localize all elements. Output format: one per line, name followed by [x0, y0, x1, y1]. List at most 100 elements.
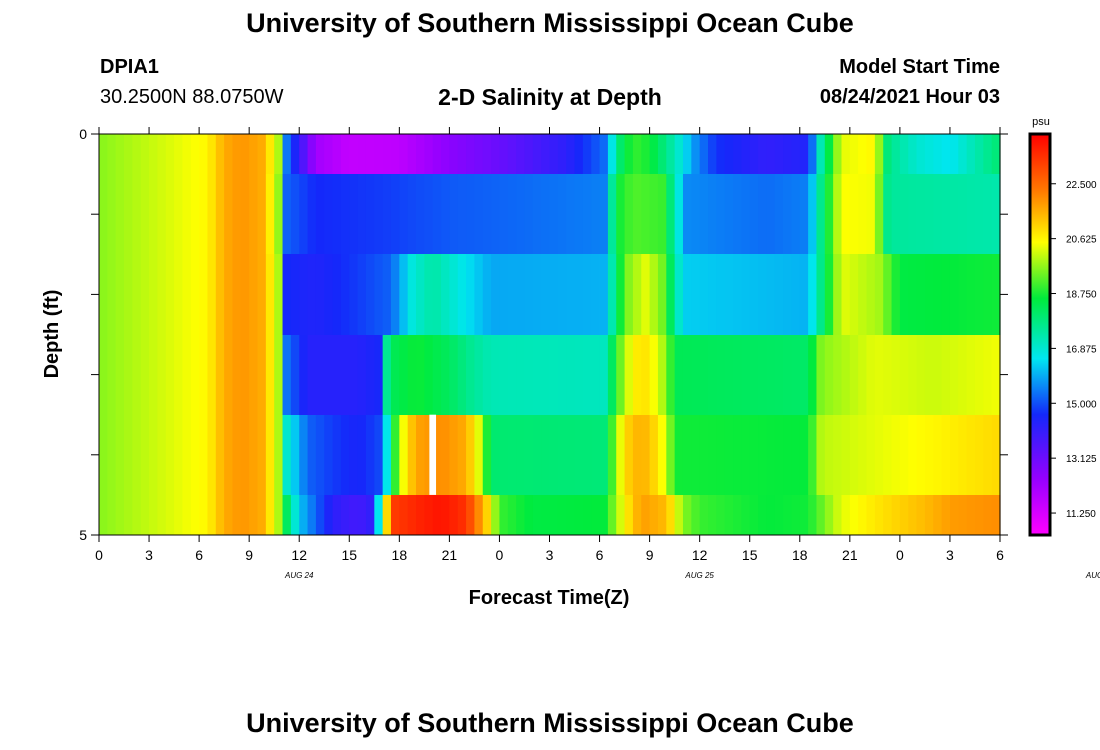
- heatmap-cell: [474, 254, 484, 335]
- heatmap-cell: [791, 495, 801, 535]
- heatmap-cell: [991, 335, 1001, 415]
- heatmap-cell: [991, 174, 1001, 254]
- heatmap-cell: [933, 134, 943, 174]
- heatmap-cell: [482, 495, 492, 535]
- heatmap-cell: [516, 335, 526, 415]
- heatmap-cell: [157, 254, 167, 335]
- heatmap-cell: [916, 415, 926, 495]
- colorbar-tick-label: 11.250: [1066, 509, 1096, 520]
- heatmap-cell: [966, 415, 976, 495]
- heatmap-cell: [424, 254, 434, 335]
- heatmap-cell: [499, 495, 509, 535]
- heatmap-cell: [140, 415, 150, 495]
- heatmap-cell: [182, 495, 192, 535]
- heatmap-cell: [708, 254, 717, 335]
- heatmap-cell: [816, 415, 826, 495]
- heatmap-cell: [174, 174, 184, 254]
- heatmap-cell: [724, 134, 734, 174]
- heatmap-cell: [474, 335, 484, 415]
- heatmap-cell: [708, 495, 717, 535]
- heatmap-cell: [799, 174, 809, 254]
- heatmap-cell: [557, 415, 567, 495]
- heatmap-cell: [491, 415, 501, 495]
- date-label: AUG 24: [284, 571, 314, 580]
- heatmap-cell: [324, 495, 334, 535]
- heatmap-cell: [290, 495, 300, 535]
- station-id: DPIA1: [100, 56, 159, 78]
- heatmap-cell: [115, 335, 125, 415]
- heatmap-cell: [783, 335, 793, 415]
- heatmap-cell: [457, 495, 467, 535]
- heatmap-cell: [390, 335, 400, 415]
- heatmap-cell: [741, 254, 751, 335]
- heatmap-cell: [874, 335, 884, 415]
- heatmap-cell: [682, 134, 692, 174]
- heatmap-cell: [491, 254, 501, 335]
- heatmap-cell: [365, 335, 375, 415]
- heatmap-cell: [449, 174, 459, 254]
- heatmap-cell: [374, 495, 384, 535]
- heatmap-cell: [457, 174, 467, 254]
- heatmap-cell: [457, 335, 467, 415]
- missing-data-gap: [429, 414, 437, 495]
- heatmap-cell: [224, 415, 234, 495]
- heatmap-cell: [357, 335, 367, 415]
- heatmap-cell: [624, 495, 634, 535]
- heatmap-cell: [524, 335, 534, 415]
- heatmap-cell: [199, 495, 209, 535]
- x-tick-label: 15: [742, 547, 758, 563]
- heatmap-cell: [966, 134, 976, 174]
- heatmap-cell: [624, 174, 634, 254]
- heatmap-cell: [666, 134, 676, 174]
- heatmap-cell: [249, 174, 259, 254]
- heatmap-cell: [332, 134, 342, 174]
- heatmap-cells: [99, 134, 1001, 535]
- heatmap-cell: [783, 254, 793, 335]
- heatmap-cell: [165, 415, 175, 495]
- heatmap-cell: [532, 335, 542, 415]
- heatmap-cell: [883, 495, 893, 535]
- heatmap-cell: [199, 134, 209, 174]
- heatmap-cell: [332, 335, 342, 415]
- heatmap-cell: [307, 174, 317, 254]
- heatmap-cell: [958, 134, 968, 174]
- heatmap-cell: [874, 495, 884, 535]
- colorbar-tick-label: 16.875: [1066, 344, 1097, 355]
- heatmap-cell: [99, 174, 108, 254]
- heatmap-cell: [282, 254, 292, 335]
- heatmap-cell: [516, 254, 526, 335]
- heatmap-cell: [908, 134, 918, 174]
- heatmap-cell: [824, 254, 834, 335]
- heatmap-cell: [174, 415, 184, 495]
- heatmap-cell: [549, 134, 559, 174]
- heatmap-cell: [541, 134, 551, 174]
- heatmap-cell: [541, 254, 551, 335]
- heatmap-cell: [749, 415, 759, 495]
- heatmap-cell: [874, 134, 884, 174]
- heatmap-cell: [733, 415, 742, 495]
- heatmap-cell: [549, 174, 559, 254]
- heatmap-cell: [282, 495, 292, 535]
- heatmap-cell: [791, 335, 801, 415]
- heatmap-cell: [399, 335, 409, 415]
- heatmap-cell: [265, 415, 275, 495]
- heatmap-cell: [457, 134, 467, 174]
- heatmap-cell: [716, 174, 726, 254]
- heatmap-cell: [891, 415, 901, 495]
- heatmap-cell: [482, 174, 492, 254]
- heatmap-cell: [741, 415, 751, 495]
- x-axis-label: Forecast Time(Z): [469, 587, 630, 609]
- heatmap-cell: [682, 335, 692, 415]
- heatmap-cell: [958, 415, 968, 495]
- heatmap-cell: [949, 335, 959, 415]
- heatmap-cell: [491, 495, 501, 535]
- heatmap-cell: [199, 415, 209, 495]
- heatmap-cell: [449, 495, 459, 535]
- heatmap-cell: [115, 174, 125, 254]
- heatmap-cell: [632, 174, 642, 254]
- heatmap-cell: [282, 174, 292, 254]
- heatmap-cell: [632, 254, 642, 335]
- heatmap-cell: [657, 174, 667, 254]
- heatmap-cell: [299, 174, 309, 254]
- heatmap-cell: [466, 254, 476, 335]
